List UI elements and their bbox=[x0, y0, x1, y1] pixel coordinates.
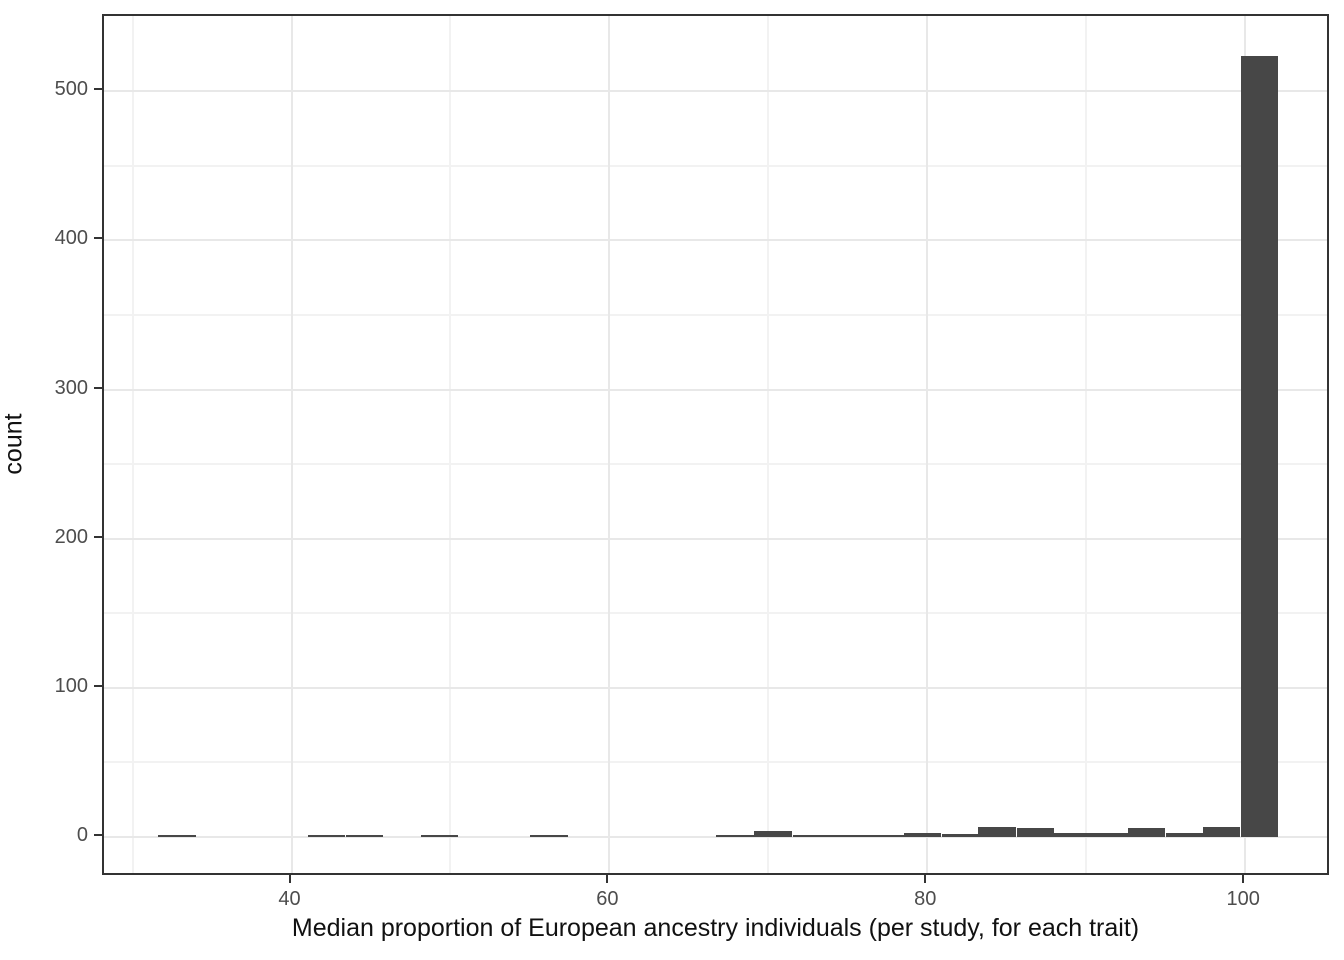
y-axis-tick bbox=[94, 237, 102, 240]
y-minor-gridline bbox=[104, 612, 1327, 615]
histogram-bar bbox=[1053, 832, 1091, 837]
y-major-gridline bbox=[104, 388, 1327, 391]
histogram-bar bbox=[829, 835, 867, 837]
x-tick-label: 60 bbox=[596, 888, 619, 910]
y-axis-tick bbox=[94, 834, 102, 836]
y-tick-label: 200 bbox=[54, 525, 88, 548]
y-minor-gridline bbox=[104, 761, 1327, 764]
x-tick-label: 40 bbox=[278, 888, 301, 910]
y-axis-title: count bbox=[0, 413, 28, 475]
y-axis-tick bbox=[94, 535, 102, 538]
y-tick-label: 100 bbox=[54, 674, 88, 697]
y-major-gridline bbox=[104, 90, 1327, 93]
y-tick-label: 300 bbox=[54, 376, 88, 399]
histogram-bar bbox=[716, 835, 754, 837]
y-axis-tick bbox=[94, 684, 102, 687]
histogram-bar bbox=[754, 831, 792, 837]
y-major-gridline bbox=[104, 537, 1327, 540]
y-tick-label: 400 bbox=[54, 227, 88, 250]
histogram-bar bbox=[1240, 55, 1279, 837]
y-major-gridline bbox=[104, 239, 1327, 242]
y-tick-label: 500 bbox=[54, 78, 88, 101]
histogram-bar bbox=[307, 835, 346, 837]
y-major-gridline bbox=[104, 686, 1327, 689]
histogram-bar bbox=[1091, 832, 1129, 837]
histogram-bar bbox=[1202, 826, 1241, 837]
y-minor-gridline bbox=[104, 463, 1327, 466]
x-minor-gridline bbox=[1085, 16, 1088, 873]
histogram-bar bbox=[1016, 828, 1055, 837]
histogram-bar bbox=[1127, 828, 1166, 837]
histogram-bar bbox=[420, 835, 459, 837]
x-axis-tick bbox=[288, 875, 291, 883]
x-tick-label: 100 bbox=[1226, 888, 1260, 910]
x-major-gridline bbox=[608, 16, 611, 873]
y-minor-gridline bbox=[104, 164, 1327, 167]
x-axis-tick bbox=[924, 875, 927, 883]
x-axis-tick bbox=[1242, 875, 1245, 883]
histogram-bar bbox=[903, 832, 942, 837]
histogram-bar bbox=[158, 835, 196, 837]
y-minor-gridline bbox=[104, 314, 1327, 316]
y-axis-tick bbox=[94, 88, 102, 91]
x-minor-gridline bbox=[131, 16, 134, 873]
histogram-bar bbox=[941, 834, 980, 837]
x-minor-gridline bbox=[767, 16, 770, 873]
histogram-bar bbox=[345, 835, 384, 837]
histogram-bar bbox=[867, 835, 905, 837]
histogram-bar bbox=[978, 826, 1016, 837]
x-major-gridline bbox=[926, 16, 929, 873]
x-major-gridline bbox=[290, 16, 293, 873]
x-tick-label: 80 bbox=[914, 888, 937, 910]
y-axis-tick bbox=[94, 386, 102, 389]
x-minor-gridline bbox=[449, 16, 452, 873]
plot-panel bbox=[102, 14, 1329, 875]
x-axis-title: Median proportion of European ancestry i… bbox=[291, 914, 1140, 942]
y-tick-label: 0 bbox=[76, 824, 88, 846]
histogram-bar bbox=[530, 835, 568, 837]
x-axis-tick bbox=[606, 875, 609, 883]
histogram-bar bbox=[1166, 832, 1204, 837]
y-major-gridline bbox=[104, 836, 1327, 838]
histogram-bar bbox=[792, 835, 831, 837]
